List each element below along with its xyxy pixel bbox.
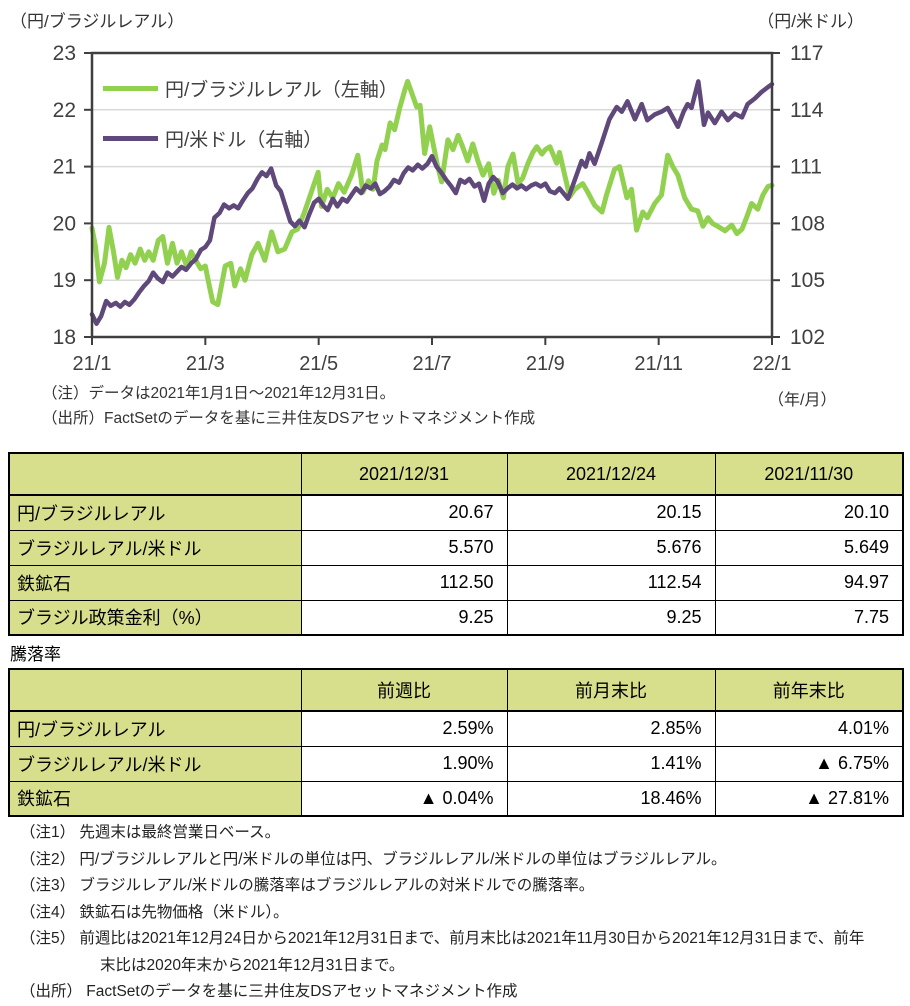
left-tick-label: 20 bbox=[53, 212, 76, 235]
x-tick-label: 21/5 bbox=[299, 353, 338, 375]
left-tick-label: 19 bbox=[53, 269, 76, 292]
change-rate-header-month: 前月末比 bbox=[506, 668, 716, 712]
row-label: 円/ブラジルレアル bbox=[8, 494, 302, 531]
table-row: ブラジルレアル/米ドル 1.90% 1.41% ▲ 6.75% bbox=[8, 745, 904, 782]
right-tick-label: 114 bbox=[790, 99, 824, 122]
left-tick-label: 23 bbox=[53, 42, 76, 65]
cell-value: 7.75 bbox=[714, 599, 904, 636]
levels-header-date-2: 2021/12/24 bbox=[506, 452, 716, 496]
footnote-2: （注2） 円/ブラジルレアルと円/米ドルの単位は円、ブラジルレアル/米ドルの単位… bbox=[20, 850, 727, 868]
left-tick-label: 22 bbox=[53, 99, 76, 122]
legend-label-jpy-usd: 円/米ドル（右軸） bbox=[165, 129, 323, 151]
cell-value: 9.25 bbox=[300, 599, 508, 636]
cell-value: 20.10 bbox=[714, 494, 904, 531]
table-row: 円/ブラジルレアル 20.67 20.15 20.10 bbox=[8, 494, 904, 531]
row-label: ブラジルレアル/米ドル bbox=[8, 745, 302, 782]
levels-header-date-1: 2021/12/31 bbox=[300, 452, 508, 496]
x-tick-label: 22/1 bbox=[753, 353, 792, 375]
change-rate-table: 前週比 前月末比 前年末比 円/ブラジルレアル 2.59% 2.85% 4.01… bbox=[8, 668, 904, 817]
footnote-4: （注4） 鉄鉱石は先物価格（米ドル）。 bbox=[20, 903, 289, 921]
cell-value: ▲ 6.75% bbox=[714, 745, 904, 782]
change-rate-header-blank bbox=[8, 668, 302, 712]
left-tick-label: 18 bbox=[53, 326, 76, 349]
cell-value: 112.54 bbox=[506, 564, 716, 601]
right-tick-label: 102 bbox=[790, 326, 825, 349]
footnote-1: （注1） 先週末は最終営業日ベース。 bbox=[20, 824, 281, 841]
legend-item-jpy-brl: 円/ブラジルレアル（左軸） bbox=[103, 71, 398, 105]
cell-value: ▲ 0.04% bbox=[300, 780, 508, 817]
jpy-usd-line-swatch-icon bbox=[103, 135, 158, 141]
chart-source: （出所）FactSetのデータを基に三井住友DSアセットマネジメント作成 bbox=[42, 410, 536, 427]
x-tick-label: 21/1 bbox=[73, 353, 112, 375]
cell-value: 4.01% bbox=[714, 710, 904, 747]
cell-value: 20.67 bbox=[300, 494, 508, 531]
row-label: ブラジルレアル/米ドル bbox=[8, 529, 302, 566]
series-jpy-usd bbox=[89, 79, 775, 326]
footnote-source: （出所） FactSetのデータを基に三井住友DSアセットマネジメント作成 bbox=[20, 983, 518, 1000]
right-tick-label: 108 bbox=[790, 212, 825, 235]
cell-value: ▲ 27.81% bbox=[714, 780, 904, 817]
x-tick-label: 21/3 bbox=[186, 353, 225, 375]
left-tick-label: 21 bbox=[53, 156, 76, 179]
change-rate-heading: 騰落率 bbox=[10, 645, 61, 664]
cell-value: 1.41% bbox=[506, 745, 716, 782]
right-tick-label: 105 bbox=[790, 269, 825, 292]
legend-item-jpy-usd: 円/米ドル（右軸） bbox=[103, 121, 398, 155]
x-tick-label: 21/9 bbox=[526, 353, 565, 375]
chart-note: （注）データは2021年1月1日～2021年12月31日。 bbox=[42, 385, 396, 402]
footnote-3: （注3） ブラジルレアル/米ドルの騰落率はブラジルレアルの対米ドルでの騰落率。 bbox=[20, 877, 595, 894]
cell-value: 2.59% bbox=[300, 710, 508, 747]
series-jpy-brl bbox=[89, 78, 775, 308]
right-tick-label: 117 bbox=[790, 42, 823, 65]
row-label: 鉄鉱石 bbox=[8, 780, 302, 817]
cell-value: 112.50 bbox=[300, 564, 508, 601]
cell-value: 5.570 bbox=[300, 529, 508, 566]
change-rate-header-row: 前週比 前月末比 前年末比 bbox=[8, 668, 904, 712]
table-row: 円/ブラジルレアル 2.59% 2.85% 4.01% bbox=[8, 710, 904, 747]
levels-table: 2021/12/31 2021/12/24 2021/11/30 円/ブラジルレ… bbox=[8, 452, 904, 636]
table-row: 鉄鉱石 ▲ 0.04% 18.46% ▲ 27.81% bbox=[8, 780, 904, 817]
cell-value: 1.90% bbox=[300, 745, 508, 782]
left-axis-unit-label: （円/ブラジルレアル） bbox=[10, 12, 185, 31]
table-row: ブラジルレアル/米ドル 5.570 5.676 5.649 bbox=[8, 529, 904, 566]
levels-header-blank bbox=[8, 452, 302, 496]
levels-table-header-row: 2021/12/31 2021/12/24 2021/11/30 bbox=[8, 452, 904, 496]
cell-value: 20.15 bbox=[506, 494, 716, 531]
levels-header-date-3: 2021/11/30 bbox=[714, 452, 904, 496]
chart-legend: 円/ブラジルレアル（左軸） 円/米ドル（右軸） bbox=[103, 71, 398, 171]
legend-label-jpy-brl: 円/ブラジルレアル（左軸） bbox=[165, 79, 398, 101]
row-label: 円/ブラジルレアル bbox=[8, 710, 302, 747]
cell-value: 18.46% bbox=[506, 780, 716, 817]
x-tick-label: 21/11 bbox=[634, 353, 683, 375]
cell-value: 5.676 bbox=[506, 529, 716, 566]
exchange-rate-line-chart: 23 22 21 20 19 18 117 114 111 108 105 102 21/1 21/3 21… bbox=[53, 42, 825, 375]
table-row: 鉄鉱石 112.50 112.54 94.97 bbox=[8, 564, 904, 601]
cell-value: 9.25 bbox=[506, 599, 716, 636]
footnotes: （注1） 先週末は最終営業日ベース。 （注2） 円/ブラジルレアルと円/米ドルの… bbox=[20, 820, 870, 1006]
row-label: 鉄鉱石 bbox=[8, 564, 302, 601]
right-tick-label: 111 bbox=[790, 156, 822, 179]
change-rate-header-week: 前週比 bbox=[300, 668, 508, 712]
cell-value: 5.649 bbox=[714, 529, 904, 566]
cell-value: 94.97 bbox=[714, 564, 904, 601]
footnote-5: （注5） 前週比は2021年12月24日から2021年12月31日まで、前月末比… bbox=[20, 930, 865, 974]
change-rate-header-year: 前年末比 bbox=[714, 668, 904, 712]
right-axis-unit-label: （円/米ドル） bbox=[757, 12, 864, 31]
x-axis-unit-label: （年/月） bbox=[768, 392, 837, 409]
table-row: ブラジル政策金利（%） 9.25 9.25 7.75 bbox=[8, 599, 904, 636]
cell-value: 2.85% bbox=[506, 710, 716, 747]
row-label: ブラジル政策金利（%） bbox=[8, 599, 302, 636]
x-tick-label: 21/7 bbox=[413, 353, 452, 375]
jpy-brl-line-swatch-icon bbox=[103, 85, 158, 91]
